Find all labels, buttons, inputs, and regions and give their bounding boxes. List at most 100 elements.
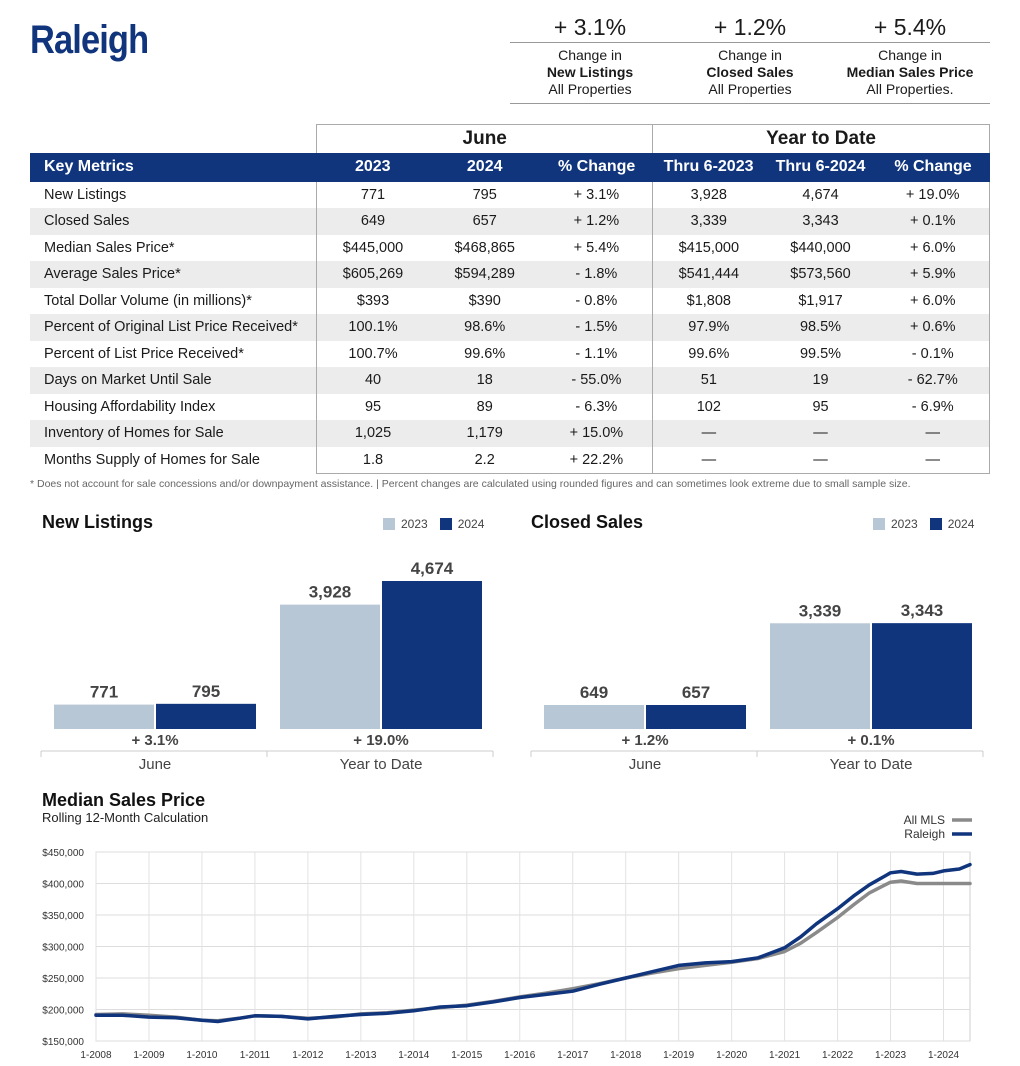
bar-value-label: 4,674 <box>411 559 454 578</box>
summary-line3: All Properties <box>548 81 632 97</box>
series-line-all-mls <box>94 879 972 1023</box>
col-header: Key Metrics <box>30 152 317 182</box>
metric-value: $541,444 <box>652 261 765 288</box>
metric-value: $1,808 <box>652 287 765 314</box>
new-listings-chart: 771 795 + 3.1% June 3,928 4,674 + 19.0% Year to… <box>40 559 494 773</box>
metric-value: — <box>764 420 877 447</box>
metric-value: — <box>764 446 877 474</box>
y-tick-label: $150,000 <box>42 1037 84 1048</box>
table-row: Total Dollar Volume (in millions)* $393 $3… <box>30 287 991 314</box>
metric-value: — <box>652 446 765 474</box>
change-label: + 19.0% <box>353 732 408 749</box>
metric-value: 40 <box>316 367 429 394</box>
metric-label: Total Dollar Volume (in millions)* <box>44 292 252 309</box>
metric-value: + 15.0% <box>540 420 653 447</box>
y-tick-label: $200,000 <box>42 1006 84 1017</box>
bar-2024-1 <box>382 581 482 729</box>
x-tick-label: 1-2022 <box>822 1050 854 1061</box>
group-ytd: Year to Date <box>652 124 990 153</box>
page-title: Raleigh <box>30 18 149 62</box>
x-tick-label: 1-2024 <box>928 1050 960 1061</box>
metric-label: New Listings <box>44 186 127 203</box>
metric-label: Inventory of Homes for Sale <box>30 420 317 447</box>
summary-new-listings: + 3.1% Change in New Listings All Proper… <box>510 12 670 101</box>
table-row: Closed Sales 649 657 + 1.2% 3,339 3,343 + 0.1% <box>30 208 991 235</box>
x-tick-label: 1-2021 <box>769 1050 801 1061</box>
metric-value: 657 <box>428 208 541 235</box>
bar-value-label: 3,339 <box>799 601 842 620</box>
table-row: Months Supply of Homes for Sale 1.8 2.2 + 2… <box>30 446 991 474</box>
metric-value: + 19.0% <box>876 181 991 208</box>
metric-value: $390 <box>468 292 501 309</box>
bar-value-label: 3,343 <box>901 601 944 620</box>
table-row: Days on Market Until Sale 40 18- 55.0% 51 19… <box>30 367 991 394</box>
metric-value: 100.1% <box>316 314 429 341</box>
metric-value: - 1.5% <box>540 314 653 341</box>
table-row: Percent of List Price Received* 100.7% 99.… <box>30 340 991 367</box>
metric-value: + 6.0% <box>876 287 991 314</box>
metric-value: — <box>876 420 991 447</box>
metric-value: - 6.3% <box>575 398 618 415</box>
legend-label: Raleigh <box>904 827 945 841</box>
metric-value: 18 <box>428 367 541 394</box>
y-tick-label: $350,000 <box>42 911 84 922</box>
x-tick-label: 1-2009 <box>133 1050 165 1061</box>
metric-value: 3,928 <box>652 181 765 208</box>
legend-swatch-2024 <box>439 518 452 530</box>
metric-value: 1,179 <box>428 420 541 447</box>
metric-label: Average Sales Price* <box>30 261 317 288</box>
legend-label: 2023 <box>891 517 918 531</box>
metric-value: 98.6% <box>428 314 541 341</box>
metric-value: + 6.0% <box>876 234 991 261</box>
metric-value: $445,000 <box>316 234 429 261</box>
table-row: Housing Affordability Index 95 89 - 6.3% 102… <box>30 393 991 420</box>
summary-line3: All Properties <box>708 81 792 97</box>
x-tick-label: 1-2018 <box>610 1050 642 1061</box>
metric-value: + 5.4% <box>573 239 620 256</box>
summary-line1: Change in <box>878 47 942 63</box>
col-header: Thru 6-2024 <box>764 152 877 182</box>
table-row: Average Sales Price* $605,269 $594,289- 1.… <box>30 261 991 288</box>
metric-value: + 3.1% <box>573 186 620 203</box>
x-tick-label: 1-2014 <box>398 1050 430 1061</box>
summary-line3: All Properties. <box>866 81 954 97</box>
col-header: % Change <box>876 152 990 182</box>
footnote: * Does not account for sale concessions … <box>30 478 911 490</box>
metric-label: Percent of Original List Price Received* <box>30 314 317 341</box>
metric-value: 4,674 <box>802 186 839 203</box>
change-label: + 3.1% <box>131 732 178 749</box>
metric-value: 19 <box>764 367 877 394</box>
col-header: 2024 <box>428 152 541 182</box>
chart-title-median-price: Median Sales Price <box>42 790 206 810</box>
legend-label: 2023 <box>401 517 428 531</box>
bar-value-label: 3,928 <box>309 583 352 602</box>
metric-value: 99.5% <box>799 345 842 362</box>
x-tick-label: 1-2023 <box>875 1050 907 1061</box>
bar-value-label: 795 <box>192 682 220 701</box>
summary-pct: + 1.2% <box>670 12 830 43</box>
table-row: Percent of Original List Price Received*… <box>30 314 991 341</box>
metric-value: - 6.9% <box>876 393 991 420</box>
metric-value: 89 <box>476 398 493 415</box>
key-metrics-table: June Year to Date Key Metrics 2023 2024 … <box>30 124 991 474</box>
legend-label: 2024 <box>457 517 485 531</box>
metric-value: $594,289 <box>428 261 541 288</box>
metric-value: — <box>652 420 765 447</box>
metric-label: Days on Market Until Sale <box>30 367 317 394</box>
metric-value: 102 <box>652 393 765 420</box>
summary-line2: New Listings <box>546 64 634 80</box>
metric-value: $440,000 <box>790 239 851 256</box>
metric-value: + 5.9% <box>876 261 991 288</box>
metric-value: + 1.2% <box>540 208 653 235</box>
metric-value: 649 <box>316 208 429 235</box>
group-june: June <box>316 124 654 153</box>
metric-value: 51 <box>652 367 765 394</box>
metric-value: 95 <box>316 393 429 420</box>
metric-value: — <box>876 446 991 474</box>
summary-line1: Change in <box>718 47 782 63</box>
bar-value-label: 657 <box>682 683 710 702</box>
metric-label: Closed Sales <box>30 208 317 235</box>
category-label: June <box>629 756 662 773</box>
bar-2023-1 <box>280 604 380 729</box>
summary-divider <box>510 103 990 104</box>
